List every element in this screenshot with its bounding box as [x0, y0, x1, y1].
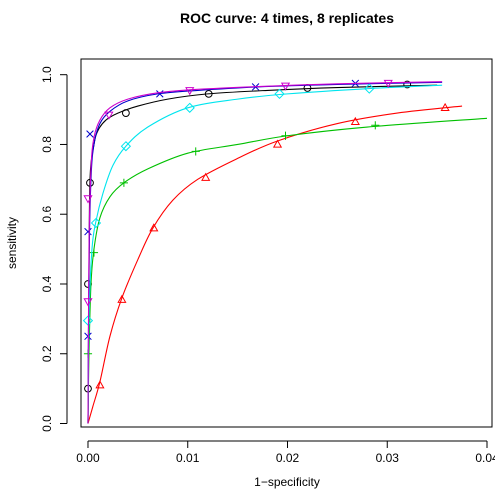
triangle-marker: [440, 102, 450, 112]
triangle-down-marker: [383, 79, 393, 88]
x-tick-label: 0.02: [276, 451, 300, 465]
triangle-down-marker: [185, 87, 195, 96]
series-layer: [82, 79, 488, 424]
x-marker: [86, 130, 94, 138]
diamond-marker: [90, 217, 102, 229]
circle-marker: [204, 89, 213, 98]
triangle-down-marker: [104, 111, 114, 120]
x-axis: 0.00 0.01 0.02 0.03 0.04: [76, 440, 495, 465]
y-tick-label: 0.2: [40, 345, 54, 362]
y-tick-label: 0.4: [40, 275, 54, 292]
roc-curve-line: [87, 105, 463, 424]
x-tick-label: 0.00: [76, 451, 100, 465]
triangle-marker: [117, 294, 127, 303]
diamond-marker: [274, 88, 285, 100]
series-4: [84, 79, 443, 424]
series-1: [84, 80, 438, 424]
y-tick-label: 0.8: [40, 136, 54, 153]
plus-marker: [191, 147, 200, 156]
series-3: [83, 117, 488, 424]
x-axis-label: 1−specificity: [254, 475, 320, 489]
plus-marker: [119, 178, 128, 187]
triangle-down-marker: [83, 298, 93, 307]
triangle-down-marker: [83, 195, 93, 204]
y-tick-label: 0.6: [40, 206, 54, 223]
diamond-marker: [364, 83, 375, 94]
roc-curve-line: [87, 84, 443, 424]
roc-curve-line: [87, 117, 488, 424]
triangle-marker: [201, 172, 211, 181]
y-tick-label: 1.0: [40, 66, 54, 83]
diamond-marker: [120, 141, 132, 152]
roc-curve-line: [87, 81, 443, 424]
circle-marker: [121, 109, 130, 117]
triangle-marker: [272, 139, 283, 148]
plus-marker: [371, 121, 380, 130]
x-tick-label: 0.04: [475, 451, 495, 465]
triangle-marker: [350, 116, 360, 126]
series-5: [82, 83, 443, 424]
plus-marker: [281, 131, 290, 140]
triangle-down-marker: [280, 82, 291, 91]
y-axis-label: sensitivity: [5, 217, 19, 269]
x-tick-label: 0.03: [376, 451, 400, 465]
x-tick-label: 0.01: [176, 451, 200, 465]
y-axis: 0.0 0.2 0.4 0.6 0.8 1.0: [40, 66, 68, 432]
x-marker: [156, 90, 164, 98]
x-marker: [84, 227, 92, 236]
series-2: [87, 102, 463, 424]
triangle-marker: [95, 380, 105, 389]
diamond-marker: [184, 102, 195, 113]
series-6: [83, 79, 443, 424]
y-tick-label: 0.0: [40, 415, 54, 432]
circle-marker: [403, 80, 412, 89]
chart-title: ROC curve: 4 times, 8 replicates: [180, 10, 394, 26]
triangle-marker: [149, 223, 159, 232]
plot-frame: [80, 58, 493, 428]
